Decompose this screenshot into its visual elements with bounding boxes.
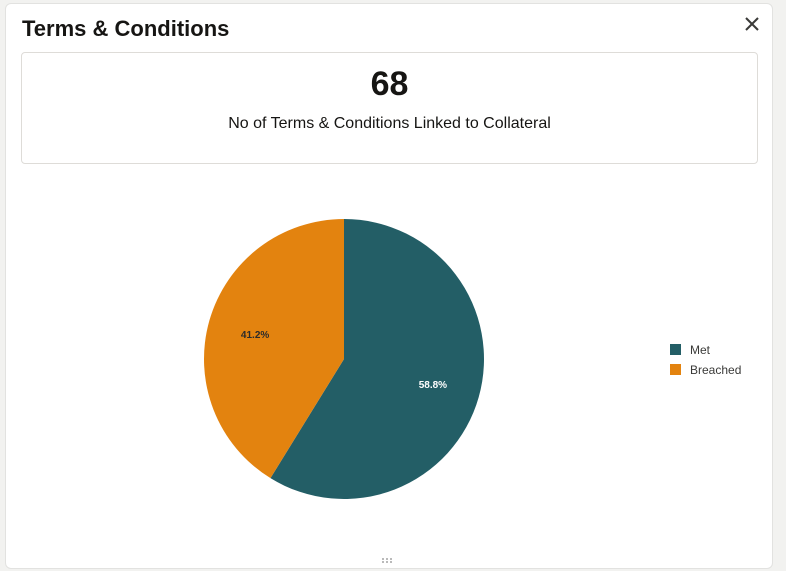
close-icon: [745, 17, 759, 31]
close-button[interactable]: [740, 12, 764, 36]
terms-conditions-dialog: Terms & Conditions 68 No of Terms & Cond…: [5, 3, 773, 569]
terms-count-label: No of Terms & Conditions Linked to Colla…: [228, 115, 551, 132]
terms-count: 68: [370, 65, 409, 103]
drag-handle-icon: [382, 558, 392, 563]
legend-swatch-breached[interactable]: [670, 364, 681, 375]
pie-label-breached: 41.2%: [241, 330, 269, 341]
drag-handle[interactable]: [380, 551, 394, 563]
pie-chart: 58.8% 41.2% Met Breached: [203, 219, 741, 499]
legend-label-met[interactable]: Met: [690, 343, 711, 357]
legend-label-breached[interactable]: Breached: [690, 363, 741, 377]
pie-label-met: 58.8%: [419, 380, 447, 391]
legend-swatch-met[interactable]: [670, 344, 681, 355]
summary-card: 68 No of Terms & Conditions Linked to Co…: [21, 52, 758, 164]
pie-slice-met[interactable]: [270, 219, 484, 499]
dialog-title: Terms & Conditions: [22, 16, 230, 41]
pie-slice-breached[interactable]: [203, 219, 344, 479]
